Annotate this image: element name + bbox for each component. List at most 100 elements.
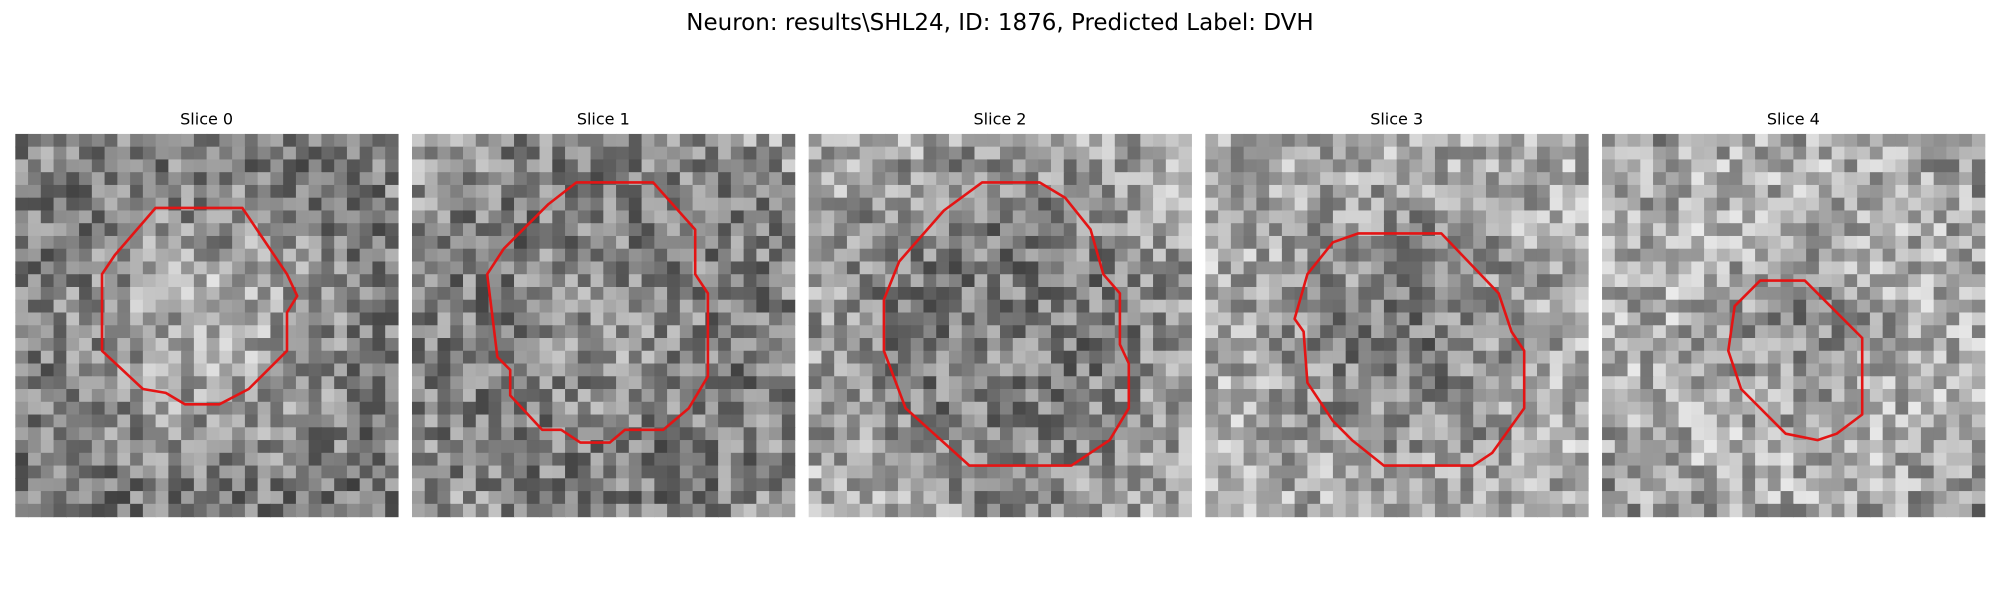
image-pixel [1025,223,1039,237]
image-pixel [1882,133,1897,148]
image-pixel [1281,465,1296,479]
image-pixel [923,184,937,199]
image-pixel [1396,312,1411,326]
image-pixel [1205,286,1219,301]
image-pixel [1971,503,1986,518]
image-pixel [1371,389,1385,403]
image-pixel [168,478,182,492]
image-pixel [897,325,912,339]
image-pixel [1422,184,1436,199]
image-pixel [1076,210,1090,224]
image-pixel [1511,452,1525,467]
image-pixel [936,452,950,467]
image-pixel [667,248,681,263]
image-pixel [1691,452,1705,467]
image-pixel [1640,286,1654,301]
image-pixel [1614,427,1629,441]
image-pixel [730,197,745,212]
image-pixel [1602,338,1616,352]
image-pixel [1332,299,1347,314]
image-pixel [1627,389,1641,403]
image-pixel [1307,248,1321,263]
image-pixel [1025,452,1039,467]
image-pixel [206,286,220,301]
image-pixel [987,248,1001,263]
image-pixel [283,401,297,416]
image-pixel [897,440,912,454]
image-pixel [1844,223,1858,237]
image-pixel [66,401,80,416]
image-pixel [859,389,874,403]
image-pixel [961,274,976,288]
image-pixel [756,478,770,492]
image-pixel [104,427,118,441]
image-pixel [1063,274,1078,288]
image-pixel [730,235,745,250]
image-pixel [91,350,106,365]
image-pixel [769,452,783,467]
image-pixel [730,491,745,505]
image-pixel [514,503,528,518]
image-pixel [1345,338,1360,352]
image-pixel [1383,491,1398,505]
image-pixel [1844,389,1858,403]
image-pixel [961,197,976,212]
image-pixel [846,133,861,148]
image-pixel [1946,146,1960,161]
image-pixel [463,478,477,492]
image-pixel [1691,248,1705,263]
image-pixel [539,503,553,518]
image-pixel [232,503,246,518]
image-pixel [1332,389,1347,403]
image-pixel [1345,235,1360,250]
image-pixel [730,401,745,416]
image-pixel [1920,440,1935,454]
image-pixel [565,478,579,492]
image-pixel [117,286,131,301]
image-pixel [718,172,732,186]
image-pixel [821,299,835,314]
image-pixel [1844,350,1858,365]
image-pixel [1806,235,1820,250]
image-pixel [424,452,439,467]
image-pixel [79,465,93,479]
image-pixel [936,299,950,314]
image-pixel [1102,312,1116,326]
image-pixel [692,414,706,428]
image-pixel [1575,133,1589,148]
image-pixel [897,146,912,161]
image-pixel [1434,312,1449,326]
image-pixel [1716,389,1731,403]
image-pixel [53,210,67,224]
image-pixel [424,325,439,339]
image-pixel [219,274,233,288]
image-pixel [424,210,439,224]
image-pixel [40,427,55,441]
image-pixel [1627,197,1641,212]
image-pixel [1627,248,1641,263]
image-pixel [1307,427,1321,441]
image-pixel [1767,146,1782,161]
image-pixel [232,312,246,326]
image-pixel [15,274,29,288]
image-pixel [257,312,272,326]
image-pixel [641,503,655,518]
image-pixel [1640,376,1654,390]
image-pixel [1089,427,1103,441]
image-pixel [244,350,259,365]
image-pixel [437,363,451,377]
image-pixel [1447,197,1462,212]
image-pixel [808,427,823,441]
image-pixel [667,491,681,505]
image-pixel [859,159,874,173]
image-pixel [475,286,490,301]
image-pixel [1473,363,1487,377]
image-pixel [552,286,566,301]
image-pixel [1243,414,1257,428]
image-pixel [1230,465,1245,479]
image-pixel [1332,133,1347,148]
image-pixel [1602,312,1616,326]
image-pixel [1012,159,1027,173]
image-pixel [1383,452,1398,467]
image-pixel [743,440,757,454]
